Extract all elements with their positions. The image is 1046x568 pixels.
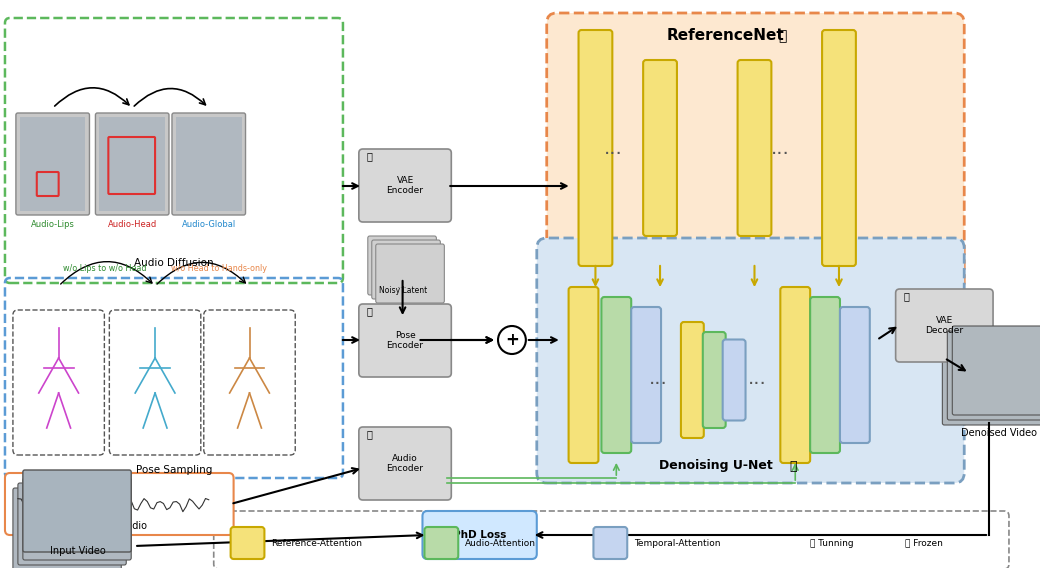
FancyBboxPatch shape — [368, 236, 436, 295]
Text: Audio Diffusion: Audio Diffusion — [134, 258, 213, 268]
Circle shape — [498, 326, 526, 354]
FancyBboxPatch shape — [5, 473, 233, 535]
Text: Audio-Global: Audio-Global — [182, 220, 236, 229]
FancyBboxPatch shape — [359, 427, 451, 500]
Text: Reference-Attention: Reference-Attention — [271, 538, 362, 548]
FancyBboxPatch shape — [18, 483, 127, 565]
Bar — [20, 117, 86, 211]
Text: Noisy Latent: Noisy Latent — [379, 286, 427, 295]
FancyBboxPatch shape — [13, 488, 121, 568]
Text: Pose Sampling: Pose Sampling — [136, 465, 212, 475]
FancyBboxPatch shape — [593, 527, 628, 559]
FancyBboxPatch shape — [948, 331, 1046, 420]
Text: 🔥: 🔥 — [367, 306, 372, 316]
FancyBboxPatch shape — [578, 30, 612, 266]
FancyBboxPatch shape — [681, 322, 704, 438]
FancyBboxPatch shape — [601, 297, 631, 453]
FancyBboxPatch shape — [822, 30, 856, 266]
FancyBboxPatch shape — [952, 326, 1046, 415]
FancyBboxPatch shape — [376, 244, 445, 303]
Text: Audio
Encoder: Audio Encoder — [387, 454, 424, 473]
FancyBboxPatch shape — [723, 340, 746, 420]
FancyBboxPatch shape — [811, 297, 840, 453]
FancyBboxPatch shape — [895, 289, 993, 362]
FancyBboxPatch shape — [780, 287, 811, 463]
FancyBboxPatch shape — [423, 511, 537, 559]
FancyBboxPatch shape — [371, 240, 440, 299]
Text: Audio-Lips: Audio-Lips — [30, 220, 74, 229]
FancyBboxPatch shape — [172, 113, 246, 215]
FancyBboxPatch shape — [547, 13, 964, 293]
FancyBboxPatch shape — [569, 287, 598, 463]
Text: Driving Audio: Driving Audio — [82, 521, 147, 531]
Text: PhD Loss: PhD Loss — [453, 530, 506, 540]
Text: VAE
Decoder: VAE Decoder — [926, 316, 963, 335]
Text: ...: ... — [397, 280, 408, 290]
Text: Input Video: Input Video — [49, 546, 106, 556]
Text: ...: ... — [649, 369, 667, 387]
Text: 🔥: 🔥 — [778, 29, 787, 43]
Text: Audio-Head: Audio-Head — [108, 220, 157, 229]
FancyBboxPatch shape — [359, 304, 451, 377]
Text: Pose
Encoder: Pose Encoder — [387, 331, 424, 350]
Text: Temporal-Attention: Temporal-Attention — [634, 538, 721, 548]
Text: ...: ... — [748, 369, 767, 387]
Text: w/o Head to Hands-only: w/o Head to Hands-only — [170, 264, 267, 273]
FancyBboxPatch shape — [23, 470, 131, 552]
Text: w/o Lips to w/o Head: w/o Lips to w/o Head — [63, 264, 146, 273]
Text: VAE
Encoder: VAE Encoder — [387, 176, 424, 195]
FancyBboxPatch shape — [425, 527, 458, 559]
FancyBboxPatch shape — [23, 478, 131, 560]
FancyBboxPatch shape — [737, 60, 771, 236]
Text: ReferenceNet: ReferenceNet — [666, 28, 784, 44]
Bar — [176, 117, 242, 211]
FancyBboxPatch shape — [703, 332, 726, 428]
FancyBboxPatch shape — [16, 113, 90, 215]
FancyBboxPatch shape — [359, 149, 451, 222]
FancyBboxPatch shape — [537, 238, 964, 483]
Text: 🔒: 🔒 — [367, 151, 372, 161]
FancyBboxPatch shape — [631, 307, 661, 443]
FancyBboxPatch shape — [95, 113, 169, 215]
Text: 🔒 Frozen: 🔒 Frozen — [905, 538, 942, 548]
Text: ...: ... — [771, 139, 790, 157]
Text: 🔥 Tunning: 🔥 Tunning — [811, 538, 854, 548]
Bar — [99, 117, 165, 211]
FancyBboxPatch shape — [230, 527, 265, 559]
FancyBboxPatch shape — [942, 336, 1046, 425]
Text: 🔒: 🔒 — [904, 291, 910, 301]
Text: +: + — [505, 331, 519, 349]
Text: Audio-Attention: Audio-Attention — [465, 538, 537, 548]
Text: Denoised Video: Denoised Video — [961, 428, 1037, 438]
Text: Denoising U-Net: Denoising U-Net — [659, 460, 773, 473]
Text: ...: ... — [604, 139, 622, 157]
FancyBboxPatch shape — [840, 307, 870, 443]
Text: 🔥: 🔥 — [790, 460, 797, 473]
Text: 🔒: 🔒 — [367, 429, 372, 439]
FancyBboxPatch shape — [643, 60, 677, 236]
